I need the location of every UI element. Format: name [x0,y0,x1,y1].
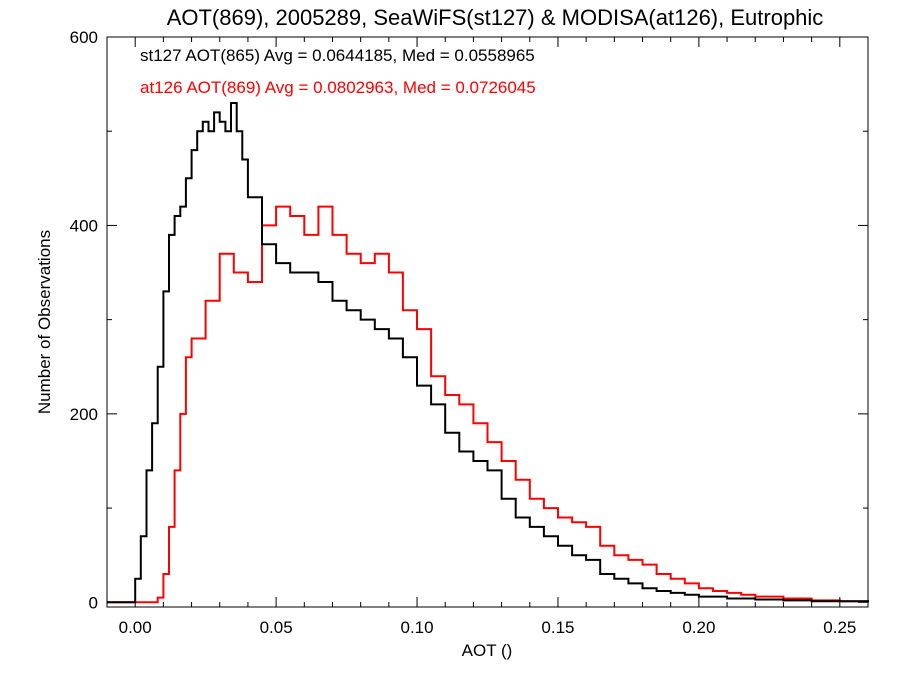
y-axis-label: Number of Observations [35,230,54,414]
y-tick-label: 400 [70,216,98,235]
x-tick-label: 0.05 [260,618,293,637]
x-tick-label: 0.15 [541,618,574,637]
x-tick-label: 0.20 [682,618,715,637]
x-ticks: 0.00 0.05 0.10 0.15 0.20 0.25 [106,37,869,637]
x-axis-label: AOT () [462,641,513,660]
y-tick-label: 200 [70,405,98,424]
x-tick-label: 0.25 [823,618,856,637]
series-line-at126 [107,205,869,604]
plot-frame [106,36,869,608]
series-line-st127 [107,102,869,604]
y-tick-label: 600 [70,28,98,47]
y-ticks: 0 200 400 600 [70,28,868,612]
y-tick-label: 0 [89,593,98,612]
series-layer [107,102,869,604]
chart-title: AOT(869), 2005289, SeaWiFS(st127) & MODI… [167,5,824,30]
x-tick-label: 0.00 [119,618,152,637]
x-tick-label: 0.10 [400,618,433,637]
legend-entry-st127: st127 AOT(865) Avg = 0.0644185, Med = 0.… [140,46,535,65]
legend-entry-at126: at126 AOT(869) Avg = 0.0802963, Med = 0.… [140,78,536,97]
